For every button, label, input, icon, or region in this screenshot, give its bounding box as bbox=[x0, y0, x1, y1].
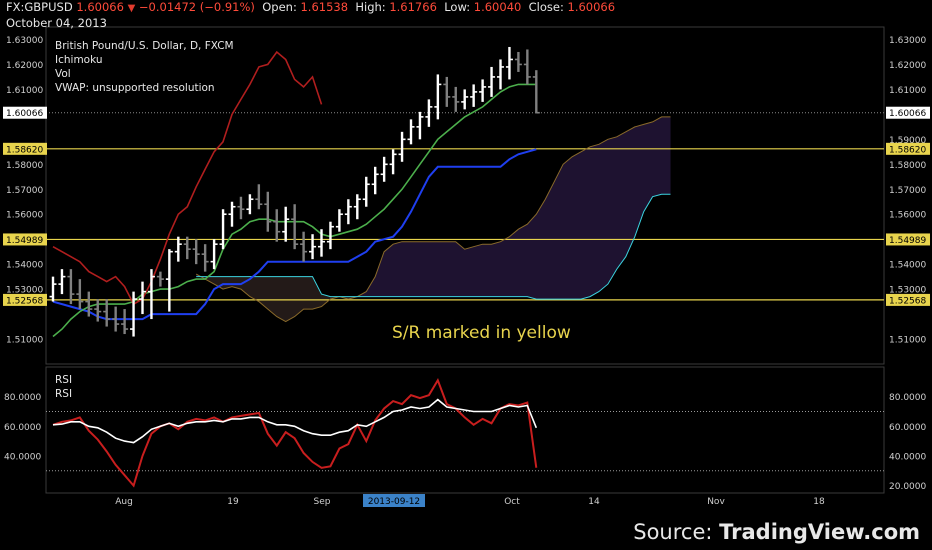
low-value: 1.60040 bbox=[473, 0, 522, 14]
price-tick-label: 1.61000 bbox=[6, 86, 43, 96]
price-label-box bbox=[3, 293, 47, 306]
price-tick-label: 1.52568 bbox=[889, 296, 926, 306]
y-axis-left: 1.63000 1.62000 1.61000 1.60066 1.58620 1.580… bbox=[3, 36, 47, 346]
rsi-tick-label: 60.0000 bbox=[4, 423, 41, 433]
price-label-box bbox=[3, 233, 47, 246]
rsi-tick-label: 80.0000 bbox=[4, 393, 41, 403]
rsi-y-axis-left: 80.0000 60.0000 40.0000 bbox=[4, 393, 41, 462]
price-label-box bbox=[886, 293, 930, 306]
high-value: 1.61766 bbox=[389, 0, 437, 14]
legend-vwap[interactable]: VWAP: unsupported resolution bbox=[55, 82, 215, 94]
price-tick-label: 1.51000 bbox=[889, 336, 926, 346]
price-tick-label: 1.58620 bbox=[889, 145, 926, 155]
quote-row: FX:GBPUSD 1.60066 ▼ −0.01472 (−0.91%) Op… bbox=[6, 0, 615, 16]
price-tick-label: 1.58000 bbox=[889, 161, 926, 171]
rsi-bands bbox=[46, 410, 884, 472]
rsi-tick-label: 20.0000 bbox=[889, 482, 926, 492]
price-tick-label: 1.57000 bbox=[889, 186, 926, 196]
price-label-box bbox=[886, 142, 930, 155]
x-axis-tick-label: 14 bbox=[588, 497, 600, 507]
senkou-span-b-line bbox=[196, 193, 671, 300]
price-tick-label: 1.59000 bbox=[889, 136, 926, 146]
price-tick-label: 1.54989 bbox=[6, 236, 43, 246]
rsi-legend-1[interactable]: RSI bbox=[55, 374, 72, 386]
rsi-tick-label: 60.0000 bbox=[889, 423, 926, 433]
rsi-tick-label: 80.0000 bbox=[889, 393, 926, 403]
ichimoku-cloud-bullish bbox=[196, 116, 671, 300]
last-price-value: 1.60066 bbox=[76, 0, 124, 14]
x-axis: Aug 19 Sep 2013-09-12 Oct 14 Nov 18 bbox=[115, 494, 825, 507]
main-pane-frame bbox=[45, 26, 885, 365]
high-label: High: bbox=[355, 0, 386, 14]
rsi-pane-frame bbox=[45, 366, 885, 494]
x-axis-tick-label: 18 bbox=[813, 497, 825, 507]
legend-title: British Pound/U.S. Dollar, D, FXCM bbox=[55, 40, 234, 52]
open-value: 1.61538 bbox=[300, 0, 349, 14]
close-label: Close: bbox=[528, 0, 564, 14]
price-tick-label: 1.58620 bbox=[6, 145, 43, 155]
x-axis-tick-label: Sep bbox=[314, 497, 331, 507]
legend-ichimoku[interactable]: Ichimoku bbox=[55, 54, 103, 66]
price-tick-label: 1.62000 bbox=[889, 61, 926, 71]
senkou-span-a-line bbox=[195, 116, 671, 323]
quote-date: October 04, 2013 bbox=[6, 16, 107, 30]
price-label-box bbox=[886, 106, 930, 119]
rsi-line-smooth bbox=[52, 398, 538, 444]
low-label: Low: bbox=[444, 0, 471, 14]
rsi-legend-2[interactable]: RSI bbox=[55, 388, 72, 400]
triangle-down-icon: ▼ bbox=[127, 3, 136, 14]
close-value: 1.60066 bbox=[567, 0, 616, 14]
price-change-value: −0.01472 (−0.91%) bbox=[138, 0, 255, 14]
ichimoku-cloud-bearish bbox=[205, 276, 358, 322]
price-tick-label: 1.58000 bbox=[6, 161, 43, 171]
rsi-y-axis-right: 80.0000 60.0000 40.0000 20.0000 bbox=[889, 393, 926, 492]
price-tick-label: 1.57000 bbox=[6, 186, 43, 196]
price-tick-label: 1.54989 bbox=[889, 236, 926, 246]
price-tick-label: 1.53000 bbox=[6, 286, 43, 296]
rsi-pane[interactable]: 80.0000 60.0000 40.0000 80.0000 60.0000 40.0… bbox=[4, 366, 926, 494]
price-tick-label: 1.52568 bbox=[6, 296, 43, 306]
x-axis-tick-label: 19 bbox=[227, 497, 239, 507]
x-axis-tick-label: Oct bbox=[504, 497, 520, 507]
price-tick-label: 1.53000 bbox=[889, 286, 926, 296]
rsi-tick-label: 40.0000 bbox=[4, 452, 41, 462]
price-tick-label: 1.56000 bbox=[889, 211, 926, 221]
price-tick-label: 1.51000 bbox=[6, 336, 43, 346]
source-prefix: Source: bbox=[633, 520, 720, 544]
price-label-box bbox=[3, 106, 47, 119]
x-axis-tick-label: Nov bbox=[707, 497, 725, 507]
price-tick-label: 1.63000 bbox=[889, 36, 926, 46]
price-tick-label: 1.54000 bbox=[6, 261, 43, 271]
source-credit: Source: TradingView.com bbox=[633, 520, 920, 544]
main-pane[interactable]: 1.63000 1.62000 1.61000 1.60066 1.58620 1.580… bbox=[3, 26, 930, 365]
x-axis-date-label: 2013-09-12 bbox=[368, 497, 420, 507]
price-tick-label: 1.56000 bbox=[6, 211, 43, 221]
price-label-box bbox=[3, 142, 47, 155]
legend-vol[interactable]: Vol bbox=[55, 68, 71, 80]
price-tick-label: 1.54000 bbox=[889, 261, 926, 271]
chikou-span-line bbox=[52, 50, 323, 306]
price-tick-label: 1.63000 bbox=[6, 36, 43, 46]
price-tick-label: 1.60066 bbox=[6, 109, 43, 119]
price-tick-label: 1.60066 bbox=[889, 109, 926, 119]
annotation-sr-text: S/R marked in yellow bbox=[392, 323, 571, 343]
price-tick-label: 1.61000 bbox=[889, 86, 926, 96]
symbol-header: FX:GBPUSD 1.60066 ▼ −0.01472 (−0.91%) Op… bbox=[6, 0, 615, 31]
y-axis-right: 1.63000 1.62000 1.61000 1.60066 1.590001.586… bbox=[886, 36, 930, 346]
rsi-tick-label: 40.0000 bbox=[889, 452, 926, 462]
open-label: Open: bbox=[262, 0, 297, 14]
source-brand[interactable]: TradingView.com bbox=[719, 520, 920, 544]
x-axis-tick-label: Aug bbox=[115, 497, 133, 507]
price-label-box bbox=[886, 233, 930, 246]
rsi-line-fast bbox=[52, 378, 538, 488]
support-resistance-lines bbox=[46, 148, 884, 301]
x-axis-date-highlight bbox=[363, 494, 425, 507]
symbol-name[interactable]: FX:GBPUSD bbox=[6, 0, 73, 14]
candlestick-series bbox=[49, 46, 540, 337]
price-tick-label: 1.62000 bbox=[6, 61, 43, 71]
